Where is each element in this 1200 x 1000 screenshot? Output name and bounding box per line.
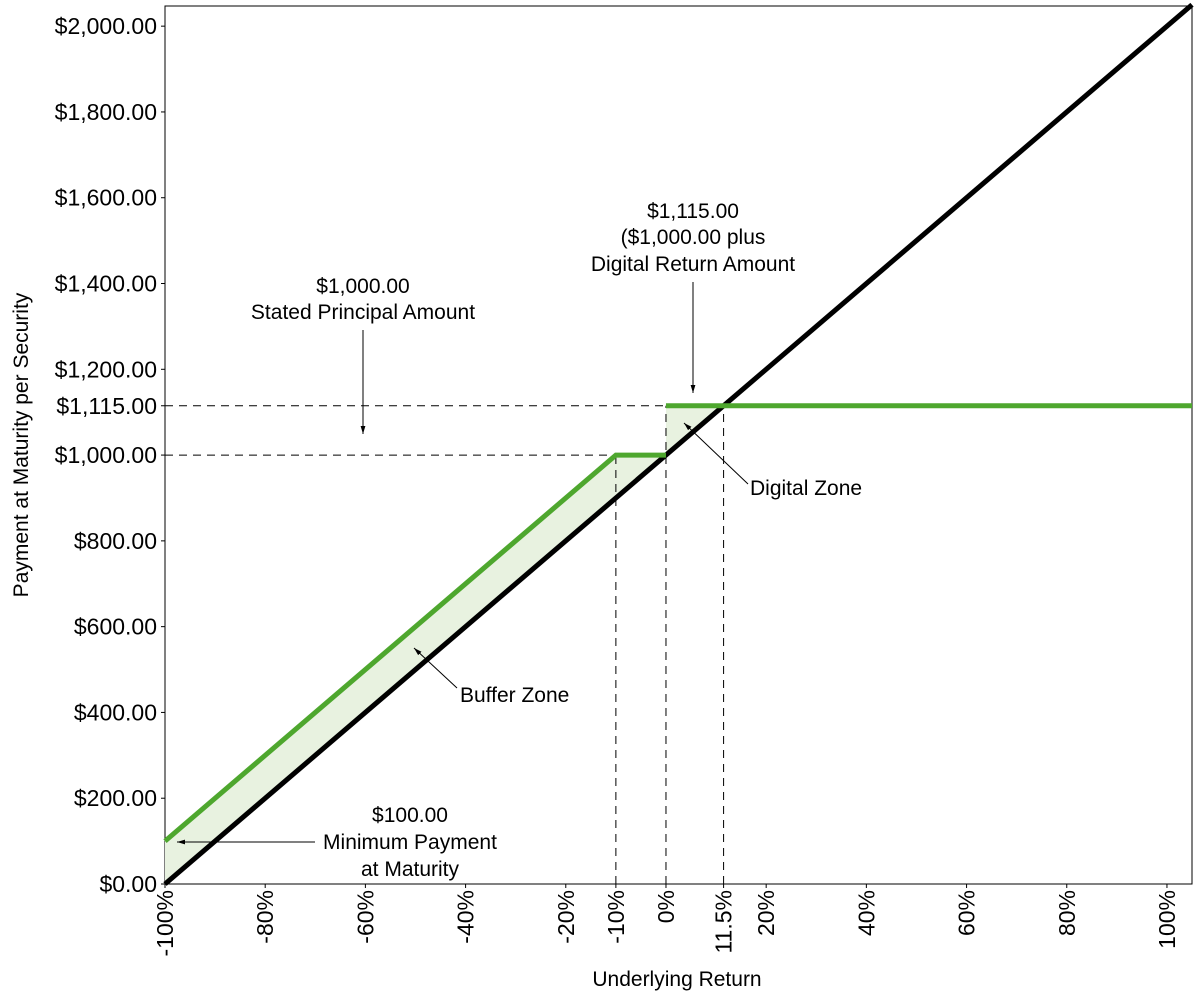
y-tick-label: $1,000.00 xyxy=(55,442,157,468)
underlying-line xyxy=(163,2,1194,886)
annotations: $1,115.00 ($1,000.00 plus Digital Return… xyxy=(177,200,862,881)
x-tick-label: 60% xyxy=(954,890,980,936)
x-tick-label: 0% xyxy=(653,890,679,923)
y-tick-label: $200.00 xyxy=(74,785,157,811)
y-tick-label: $1,800.00 xyxy=(55,99,157,125)
payoff-line xyxy=(163,403,1192,844)
x-tick-label: 100% xyxy=(1154,890,1180,949)
x-tick-label: -40% xyxy=(453,890,479,944)
arrow xyxy=(683,422,749,485)
y-tick-label: $800.00 xyxy=(74,528,157,554)
y-tick-label: $0.00 xyxy=(99,871,157,897)
annotation: Buffer Zone xyxy=(460,684,569,707)
x-axis-label: Underlying Return xyxy=(592,968,761,991)
annotation: ($1,000.00 plus xyxy=(621,226,766,249)
y-tick-label: $1,400.00 xyxy=(55,271,157,297)
y-tick-label: $1,200.00 xyxy=(55,356,157,382)
x-tick-label: 40% xyxy=(853,890,879,936)
annotation: Stated Principal Amount xyxy=(251,301,475,324)
x-tick-label: -80% xyxy=(252,890,278,944)
y-tick-label: $1,600.00 xyxy=(55,185,157,211)
y-axis-label: Payment at Maturity per Security xyxy=(10,292,33,597)
y-tick-label: $400.00 xyxy=(74,699,157,725)
annotation: Digital Return Amount xyxy=(591,253,795,276)
annotation: $1,115.00 xyxy=(647,200,739,223)
x-tick-label: 11.5% xyxy=(711,890,737,954)
annotation: $1,000.00 xyxy=(316,275,409,298)
plot-frame xyxy=(164,5,1193,885)
y-tick-label: $2,000.00 xyxy=(55,13,157,39)
arrow xyxy=(413,647,458,689)
annotation: Digital Zone xyxy=(750,477,862,500)
x-tick-label: -20% xyxy=(553,890,579,944)
y-tick-label: $600.00 xyxy=(74,614,157,640)
annotation: $100.00 xyxy=(372,804,448,827)
x-tick-label: -60% xyxy=(352,890,378,944)
annotation: at Maturity xyxy=(361,858,460,881)
y-tick-label: $1,115.00 xyxy=(56,393,157,419)
annotation: Minimum Payment xyxy=(323,831,497,854)
x-tick-label: 80% xyxy=(1054,890,1080,936)
x-tick-label: -100% xyxy=(152,890,178,956)
x-tick-label: 20% xyxy=(753,890,779,936)
x-tick-label: -10% xyxy=(603,890,629,944)
